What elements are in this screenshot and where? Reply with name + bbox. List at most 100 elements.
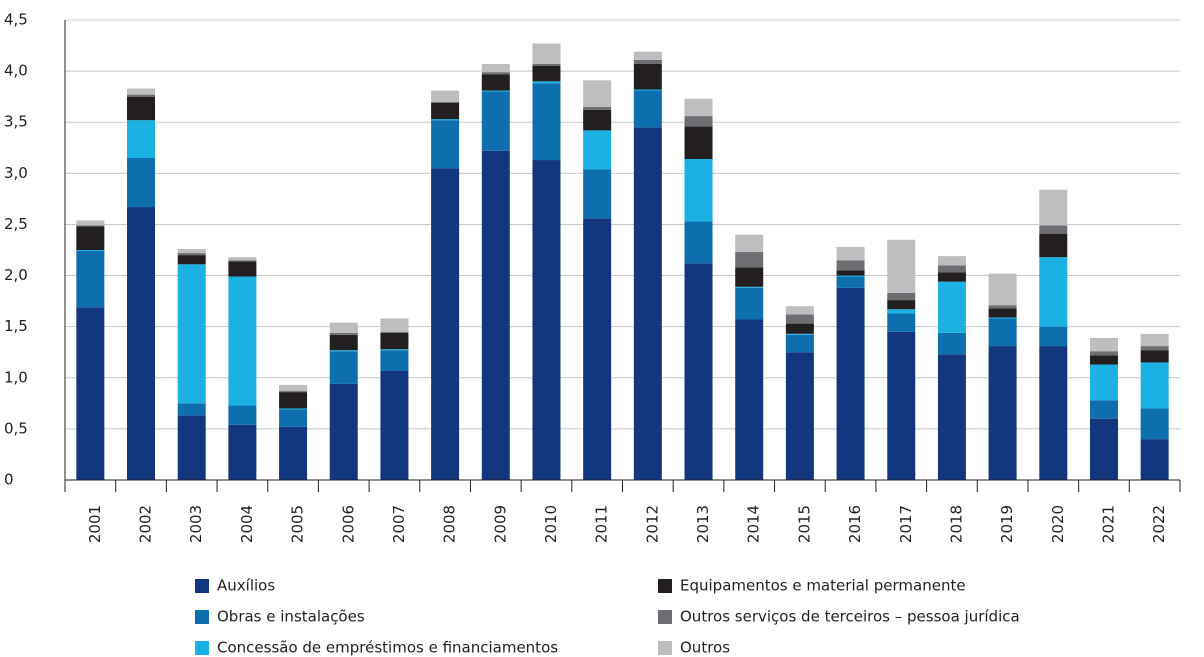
legend-label: Concessão de empréstimos e financiamento…: [217, 639, 558, 657]
x-tick-label: 2012: [643, 505, 661, 543]
bar-segment: [431, 102, 460, 120]
bar-segment: [1089, 400, 1118, 419]
x-tick-label: 2013: [694, 505, 712, 543]
bar-segment: [988, 273, 1017, 306]
bar-segment: [988, 346, 1017, 480]
bar-segment: [735, 286, 764, 288]
bar-segment: [228, 424, 257, 480]
bar-segment: [1039, 233, 1068, 258]
bar-segment: [329, 350, 358, 352]
bar-segment: [481, 150, 510, 480]
bar-segment: [1039, 257, 1068, 327]
bar-segment: [329, 332, 358, 335]
bar-segment: [1039, 189, 1068, 226]
bar-segment: [431, 119, 460, 121]
bar-segment: [633, 51, 662, 60]
bar-segment: [1140, 333, 1169, 347]
legend-label: Obras e instalações: [217, 608, 365, 626]
y-tick-label: 4,5: [4, 11, 28, 29]
x-tick-label: 2018: [947, 505, 965, 543]
bar-segment: [887, 292, 916, 301]
bar-segment: [937, 332, 966, 355]
bar-segment: [329, 334, 358, 351]
bar-segment: [177, 255, 206, 265]
bar-segment: [735, 234, 764, 253]
bar-segment: [785, 334, 814, 353]
bar-segment: [988, 318, 1017, 347]
bar-segment: [127, 96, 156, 121]
bar-segment: [735, 252, 764, 268]
bar-segment: [329, 351, 358, 384]
bar-segment: [1140, 350, 1169, 363]
bar-segment: [684, 116, 713, 127]
bar-segment: [1039, 326, 1068, 347]
y-tick-label: 0,5: [4, 419, 28, 437]
bar-segment: [583, 169, 612, 219]
bar-segment: [785, 352, 814, 480]
bar-segment: [431, 90, 460, 102]
bar-segment: [532, 83, 561, 161]
bar-segment: [785, 314, 814, 324]
bar-segment: [431, 168, 460, 480]
bar-segment: [937, 256, 966, 266]
bar-segment: [76, 251, 105, 308]
bar-segment: [633, 59, 662, 64]
bar-segment: [937, 265, 966, 273]
bar-segment: [583, 109, 612, 131]
x-tick-label: 2019: [998, 505, 1016, 543]
y-tick-label: 1,0: [4, 368, 28, 386]
bar-segment: [1140, 408, 1169, 440]
bar-segment: [887, 239, 916, 293]
bar-segment: [279, 384, 308, 392]
bar-segment: [1089, 355, 1118, 365]
bar-segment: [380, 318, 409, 332]
bar-segment: [937, 354, 966, 480]
bar-segment: [583, 106, 612, 110]
bar-segment: [633, 63, 662, 90]
bar-segment: [177, 264, 206, 404]
x-tick-label: 2007: [390, 505, 408, 543]
bar-segment: [1089, 351, 1118, 356]
y-tick-label: 2,0: [4, 266, 28, 284]
bar-segment: [785, 333, 814, 335]
bar-segment: [937, 281, 966, 333]
legend-swatch: [195, 641, 209, 655]
bar-segment: [1039, 346, 1068, 480]
bar-segment: [684, 221, 713, 264]
bar-segment: [836, 260, 865, 271]
bar-segment: [988, 308, 1017, 318]
legend-label: Auxílios: [217, 577, 275, 595]
legend-swatch: [195, 610, 209, 624]
x-tick-label: 2022: [1150, 505, 1168, 543]
bar-segment: [127, 88, 156, 95]
x-tick-label: 2011: [593, 505, 611, 543]
bar-segment: [127, 158, 156, 208]
bar-segment: [1140, 346, 1169, 351]
x-tick-label: 2017: [897, 505, 915, 543]
bar-segment: [1089, 364, 1118, 401]
bar-segment: [228, 405, 257, 425]
bar-segment: [1140, 362, 1169, 409]
bar-segment: [887, 331, 916, 480]
bar-segment: [76, 250, 105, 252]
bar-segment: [836, 246, 865, 261]
x-tick-label: 2008: [441, 505, 459, 543]
bar-segment: [329, 322, 358, 333]
bar-segment: [177, 253, 206, 256]
bar-segment: [937, 272, 966, 282]
bar-segment: [127, 120, 156, 158]
bar-segment: [76, 220, 105, 226]
legend-label: Outros serviços de terceiros – pessoa ju…: [680, 608, 1020, 626]
legend-swatch: [658, 579, 672, 593]
bar-segment: [684, 126, 713, 160]
x-tick-label: 2006: [339, 505, 357, 543]
bar-segment: [228, 261, 257, 277]
bar-segment: [532, 66, 561, 82]
bar-segment: [481, 63, 510, 73]
bar-segment: [279, 408, 308, 410]
bar-segment: [127, 207, 156, 481]
bar-segment: [735, 287, 764, 320]
bar-segment: [329, 383, 358, 480]
bar-segment: [431, 120, 460, 169]
bar-segment: [279, 409, 308, 427]
